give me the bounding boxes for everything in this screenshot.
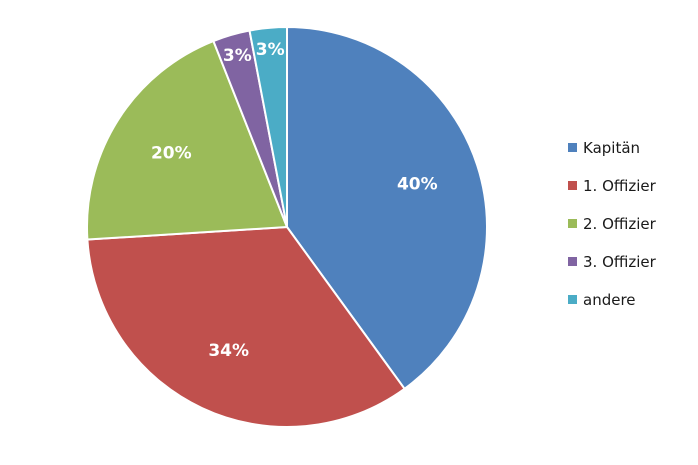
legend-item-kapitan: Kapitän [568, 138, 656, 157]
pie-slice-1-offizier [86, 226, 406, 428]
legend-label: andere [583, 290, 636, 309]
pie-slice-kapitan [286, 26, 488, 390]
legend-item-3-offizier: 3. Offizier [568, 252, 656, 271]
legend-label: 3. Offizier [583, 252, 656, 271]
data-label-3-offizier: 3% [223, 46, 252, 66]
pie-data-labels: 40% 34% 20% 3% 3% [151, 40, 438, 361]
data-label-kapitan: 40% [397, 175, 438, 195]
legend-item-2-offizier: 2. Offizier [568, 214, 656, 233]
legend-label: 1. Offizier [583, 176, 656, 195]
pie-slices [85, 26, 488, 428]
data-label-andere: 3% [256, 40, 285, 60]
legend: Kapitän 1. Offizier 2. Offizier 3. Offiz… [568, 138, 656, 328]
legend-swatch [568, 219, 577, 228]
legend-swatch [568, 181, 577, 190]
data-label-2-offizier: 20% [151, 144, 192, 164]
legend-item-andere: andere [568, 290, 656, 309]
legend-swatch [568, 257, 577, 266]
legend-item-1-offizier: 1. Offizier [568, 176, 656, 195]
legend-swatch [568, 143, 577, 152]
legend-swatch [568, 295, 577, 304]
data-label-1-offizier: 34% [208, 341, 249, 361]
legend-label: Kapitän [583, 138, 641, 157]
legend-label: 2. Offizier [583, 214, 656, 233]
pie-slice-andere [248, 26, 288, 228]
pie-slice-2-offizier [85, 40, 288, 241]
